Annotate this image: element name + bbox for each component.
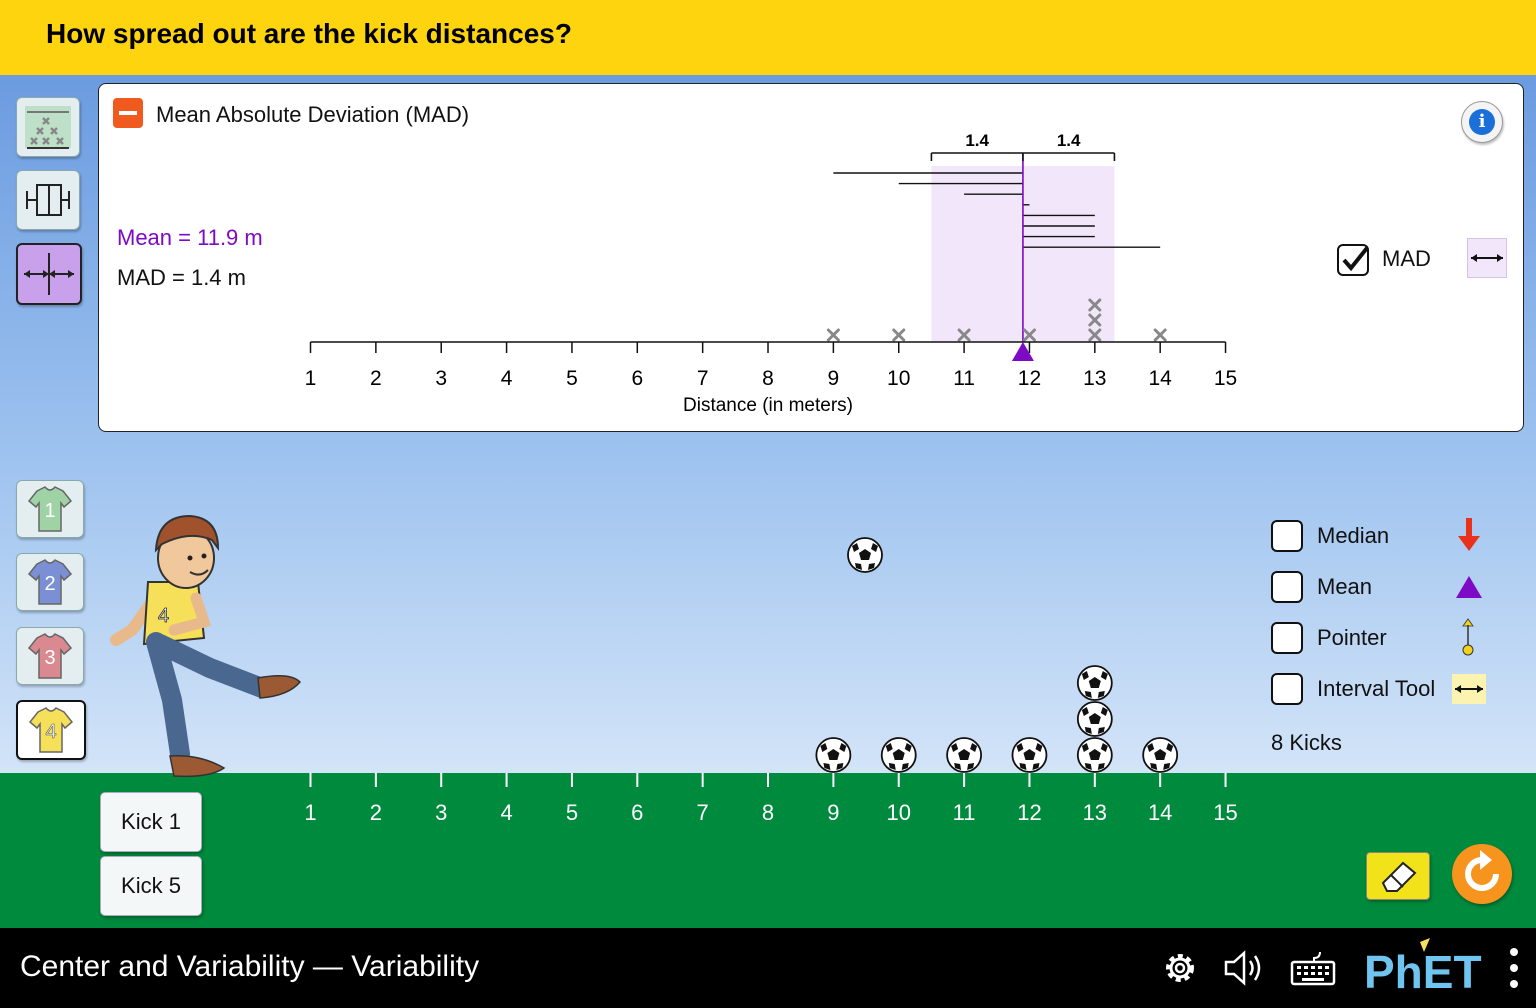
median-checkbox[interactable] [1271,520,1303,552]
question-title: How spread out are the kick distances? [46,18,572,49]
svg-text:4: 4 [158,605,169,627]
pointer-icon [1462,618,1474,656]
box-plot-mode-button[interactable] [16,170,80,230]
interval-tool-label: Interval Tool [1317,676,1436,701]
player-2-button[interactable]: 2 [16,553,84,611]
interval-tool-checkbox[interactable] [1271,673,1303,705]
audio-icon[interactable] [1222,948,1268,988]
mean-label: Mean [1317,574,1373,599]
info-icon: i [1469,109,1495,135]
phet-logo[interactable]: PhET [1362,936,1494,1000]
mad-mode-button[interactable] [16,243,82,305]
collapse-button[interactable] [113,98,143,128]
eraser-icon [1381,861,1417,892]
kicker-character: 4 [110,514,302,778]
mad-checkbox-label: MAD [1382,246,1431,271]
svg-text:2: 2 [44,573,55,595]
svg-text:3: 3 [44,647,55,669]
box-plot-icon [26,184,70,216]
navigation-bar: Center and Variability — Variability PhE… [0,928,1536,1008]
shirt-icon: 4 [28,707,74,753]
pointer-checkbox[interactable] [1271,622,1303,654]
kick-5-button[interactable]: Kick 5 [100,856,202,916]
player-4-button[interactable]: 4 [16,700,86,760]
median-arrow-icon [1458,518,1480,551]
interval-tool-icon [1452,674,1486,704]
mad-legend-icon [1467,238,1507,278]
mad-accordion-panel: Mean Absolute Deviation (MAD) Mean = 11.… [98,83,1524,432]
dot-plot-icon [25,106,71,149]
mean-checkbox[interactable] [1271,571,1303,603]
gear-icon[interactable] [1160,948,1200,988]
player-1-button[interactable]: 1 [16,480,84,538]
shirt-icon: 3 [27,633,73,679]
player-3-button[interactable]: 3 [16,627,84,685]
mad-checkbox[interactable] [1337,244,1369,276]
mad-mode-icon [24,253,74,295]
info-button[interactable]: i [1461,101,1503,143]
panel-title: Mean Absolute Deviation (MAD) [156,102,470,127]
pointer-label: Pointer [1317,625,1387,650]
kick-1-button[interactable]: Kick 1 [100,792,202,852]
reset-icon [1465,850,1499,891]
minus-icon [119,111,137,115]
grass-field [0,773,1536,928]
reset-all-button[interactable] [1452,844,1512,904]
keyboard-icon[interactable] [1290,948,1336,988]
menu-dots-icon[interactable] [1504,946,1524,990]
svg-text:PhET: PhET [1364,946,1482,998]
mean-triangle-icon [1456,576,1482,598]
median-label: Median [1317,523,1390,548]
dot-plot-mode-button[interactable] [16,97,80,157]
mad-readout: MAD = 1.4 m [117,265,246,290]
mean-readout: Mean = 11.9 m [117,225,263,250]
eraser-button[interactable] [1366,852,1430,900]
kicks-count: 8 Kicks [1271,730,1342,755]
checkmark-icon [1342,246,1369,272]
svg-text:4: 4 [45,721,56,743]
svg-text:1: 1 [44,500,55,522]
shirt-icon: 1 [27,486,73,532]
shirt-icon: 2 [27,559,73,605]
sim-title: Center and Variability — Variability [20,950,480,983]
header-bar: How spread out are the kick distances? [0,0,1536,75]
